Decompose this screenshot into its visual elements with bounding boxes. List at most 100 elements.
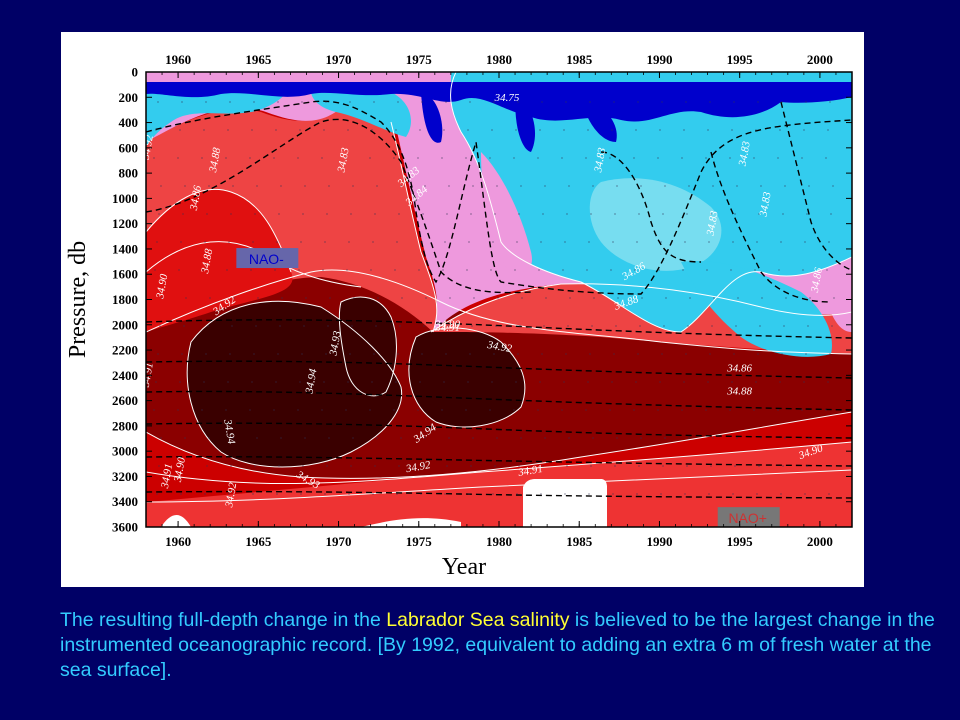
observation-dot (444, 493, 446, 495)
observation-dot (395, 381, 397, 383)
observation-dot (448, 185, 450, 187)
observation-dot (687, 325, 689, 327)
observation-dot (495, 325, 497, 327)
observation-dot (705, 409, 707, 411)
observation-dot (299, 381, 301, 383)
observation-dot (634, 269, 636, 271)
observation-dot (636, 493, 638, 495)
observation-dot (468, 493, 470, 495)
observation-dot (664, 437, 666, 439)
salinity-fill (146, 72, 852, 527)
observation-dot (369, 409, 371, 411)
observation-dot (372, 241, 374, 243)
contour-label: 34.92 (485, 339, 513, 355)
y-tick-label: 800 (119, 166, 139, 181)
observation-dot (281, 297, 283, 299)
contour-label: 34.86 (809, 266, 825, 294)
observation-dot (225, 157, 227, 159)
observation-dot (181, 101, 183, 103)
y-tick-label: 1200 (112, 216, 138, 231)
observation-dot (425, 297, 427, 299)
observation-dot (419, 381, 421, 383)
observation-dot (443, 381, 445, 383)
contour-label: 34.90 (434, 318, 460, 330)
observation-dot (349, 353, 351, 355)
observation-dot (328, 437, 330, 439)
observation-dot (708, 241, 710, 243)
observation-dot (779, 381, 781, 383)
observation-dot (730, 269, 732, 271)
observation-dot (161, 297, 163, 299)
observation-dot (563, 381, 565, 383)
observation-dot (326, 465, 328, 467)
observation-dot (807, 325, 809, 327)
observation-dot (299, 129, 301, 131)
observation-dot (226, 269, 228, 271)
observation-dot (205, 101, 207, 103)
observation-dot (707, 129, 709, 131)
observation-dot (204, 241, 206, 243)
observation-dot (566, 465, 568, 467)
observation-dot (444, 241, 446, 243)
observation-dot (709, 101, 711, 103)
observation-dot (781, 353, 783, 355)
observation-dot (801, 157, 803, 159)
observation-dot (659, 381, 661, 383)
observation-dot (449, 297, 451, 299)
observation-dot (565, 353, 567, 355)
observation-dot (755, 129, 757, 131)
observation-dot (422, 213, 424, 215)
observation-dot (232, 437, 234, 439)
observation-dot (447, 325, 449, 327)
observation-dot (729, 157, 731, 159)
salinity-contour-chart: 34.92 34.8834.8634.8834.9034.9234.9334.94… (65, 52, 853, 580)
observation-dot (710, 213, 712, 215)
observation-dot (251, 129, 253, 131)
observation-dot (564, 241, 566, 243)
observation-dot (804, 493, 806, 495)
observation-dot (497, 297, 499, 299)
observation-dot (466, 269, 468, 271)
observation-dot (423, 325, 425, 327)
observation-dot (472, 437, 474, 439)
observation-dot (249, 409, 251, 411)
observation-dot (831, 325, 833, 327)
observation-dot (369, 157, 371, 159)
nao-label: NAO+ (728, 510, 767, 526)
observation-dot (468, 241, 470, 243)
observation-dot (420, 241, 422, 243)
y-tick-label: 2200 (112, 343, 138, 358)
observation-dot (784, 185, 786, 187)
observation-dot (179, 129, 181, 131)
observation-dot (230, 465, 232, 467)
observation-dot (756, 493, 758, 495)
observation-dot (657, 157, 659, 159)
observation-dot (445, 353, 447, 355)
observation-dot (204, 493, 206, 495)
observation-dot (568, 185, 570, 187)
observation-dot (470, 465, 472, 467)
observation-dot (520, 437, 522, 439)
observation-dot (540, 493, 542, 495)
observation-dot (780, 493, 782, 495)
observation-dot (396, 241, 398, 243)
observation-dot (662, 213, 664, 215)
observation-dot (808, 437, 810, 439)
observation-dot (516, 241, 518, 243)
observation-dot (424, 185, 426, 187)
observation-dot (398, 465, 400, 467)
observation-dot (709, 353, 711, 355)
observation-dot (830, 213, 832, 215)
caption: The resulting full-depth change in the L… (60, 608, 950, 683)
observation-dot (297, 409, 299, 411)
observation-dot (376, 185, 378, 187)
observation-dot (635, 129, 637, 131)
observation-dot (613, 353, 615, 355)
x-tick-label-top: 1975 (406, 52, 433, 67)
observation-dot (515, 381, 517, 383)
observation-dot (494, 213, 496, 215)
observation-dot (209, 297, 211, 299)
observation-dot (780, 241, 782, 243)
observation-dot (371, 129, 373, 131)
observation-dot (345, 409, 347, 411)
